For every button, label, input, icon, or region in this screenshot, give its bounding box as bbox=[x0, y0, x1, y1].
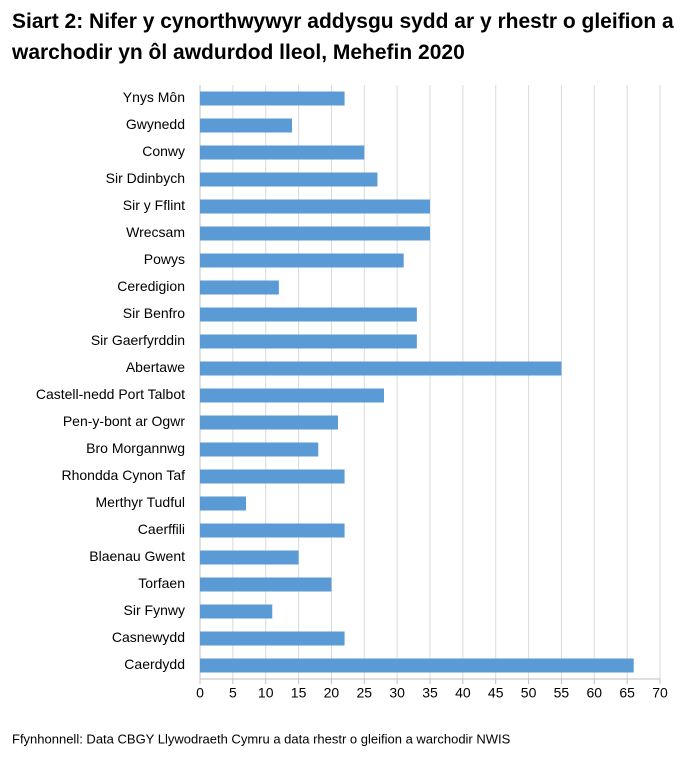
bar bbox=[200, 199, 430, 214]
y-tick-label: Sir Benfro bbox=[123, 305, 185, 321]
bar bbox=[200, 145, 365, 160]
y-tick-label: Ceredigion bbox=[117, 278, 185, 294]
bar bbox=[200, 91, 345, 106]
y-tick-label: Gwynedd bbox=[126, 116, 185, 132]
y-tick-label: Conwy bbox=[142, 143, 185, 159]
x-tick-label: 0 bbox=[196, 685, 204, 701]
y-tick-label: Merthyr Tudful bbox=[96, 494, 185, 510]
y-tick-label: Powys bbox=[144, 251, 185, 267]
bar bbox=[200, 415, 338, 430]
y-tick-label: Pen-y-bont ar Ogwr bbox=[63, 413, 185, 429]
y-tick-label: Rhondda Cynon Taf bbox=[62, 467, 186, 483]
x-tick-label: 60 bbox=[586, 685, 602, 701]
y-tick-label: Caerffili bbox=[138, 521, 185, 537]
y-tick-label: Sir y Fflint bbox=[123, 197, 185, 213]
bar bbox=[200, 280, 279, 295]
x-tick-label: 55 bbox=[554, 685, 570, 701]
y-tick-label: Blaenau Gwent bbox=[89, 548, 185, 564]
x-tick-label: 50 bbox=[521, 685, 537, 701]
x-tick-label: 40 bbox=[455, 685, 471, 701]
y-tick-label: Casnewydd bbox=[112, 629, 185, 645]
x-tick-label: 25 bbox=[356, 685, 372, 701]
y-tick-label: Sir Fynwy bbox=[124, 602, 185, 618]
bar bbox=[200, 307, 417, 322]
bar bbox=[200, 469, 345, 484]
bar bbox=[200, 253, 404, 268]
bar bbox=[200, 226, 430, 241]
bar bbox=[200, 496, 246, 511]
y-tick-label: Bro Morgannwg bbox=[86, 440, 185, 456]
bar bbox=[200, 550, 299, 565]
y-tick-label: Caerdydd bbox=[124, 656, 185, 672]
bar bbox=[200, 172, 378, 187]
y-tick-label: Ynys Môn bbox=[123, 89, 185, 105]
x-tick-label: 30 bbox=[389, 685, 405, 701]
x-tick-label: 35 bbox=[422, 685, 438, 701]
bar bbox=[200, 631, 345, 646]
source-note: Ffynhonnell: Data CBGY Llywodraeth Cymru… bbox=[12, 731, 511, 746]
x-tick-label: 70 bbox=[652, 685, 668, 701]
bar bbox=[200, 334, 417, 349]
bar bbox=[200, 523, 345, 538]
bar bbox=[200, 658, 634, 673]
bar bbox=[200, 361, 562, 376]
x-tick-label: 15 bbox=[291, 685, 307, 701]
x-tick-label: 5 bbox=[229, 685, 237, 701]
y-tick-label: Torfaen bbox=[138, 575, 185, 591]
y-tick-label: Abertawe bbox=[126, 359, 185, 375]
y-tick-label: Sir Ddinbych bbox=[106, 170, 185, 186]
chart-title: Siart 2: Nifer y cynorthwywyr addysgu sy… bbox=[12, 10, 674, 64]
x-tick-label: 65 bbox=[619, 685, 635, 701]
bar bbox=[200, 118, 292, 133]
x-tick-label: 20 bbox=[324, 685, 340, 701]
x-tick-label: 45 bbox=[488, 685, 504, 701]
bar bbox=[200, 442, 319, 457]
bar bbox=[200, 577, 332, 592]
y-tick-label: Sir Gaerfyrddin bbox=[91, 332, 185, 348]
x-tick-label: 10 bbox=[258, 685, 274, 701]
y-tick-label: Wrecsam bbox=[126, 224, 185, 240]
y-tick-label: Castell-nedd Port Talbot bbox=[36, 386, 185, 402]
bar bbox=[200, 604, 273, 619]
bar bbox=[200, 388, 384, 403]
